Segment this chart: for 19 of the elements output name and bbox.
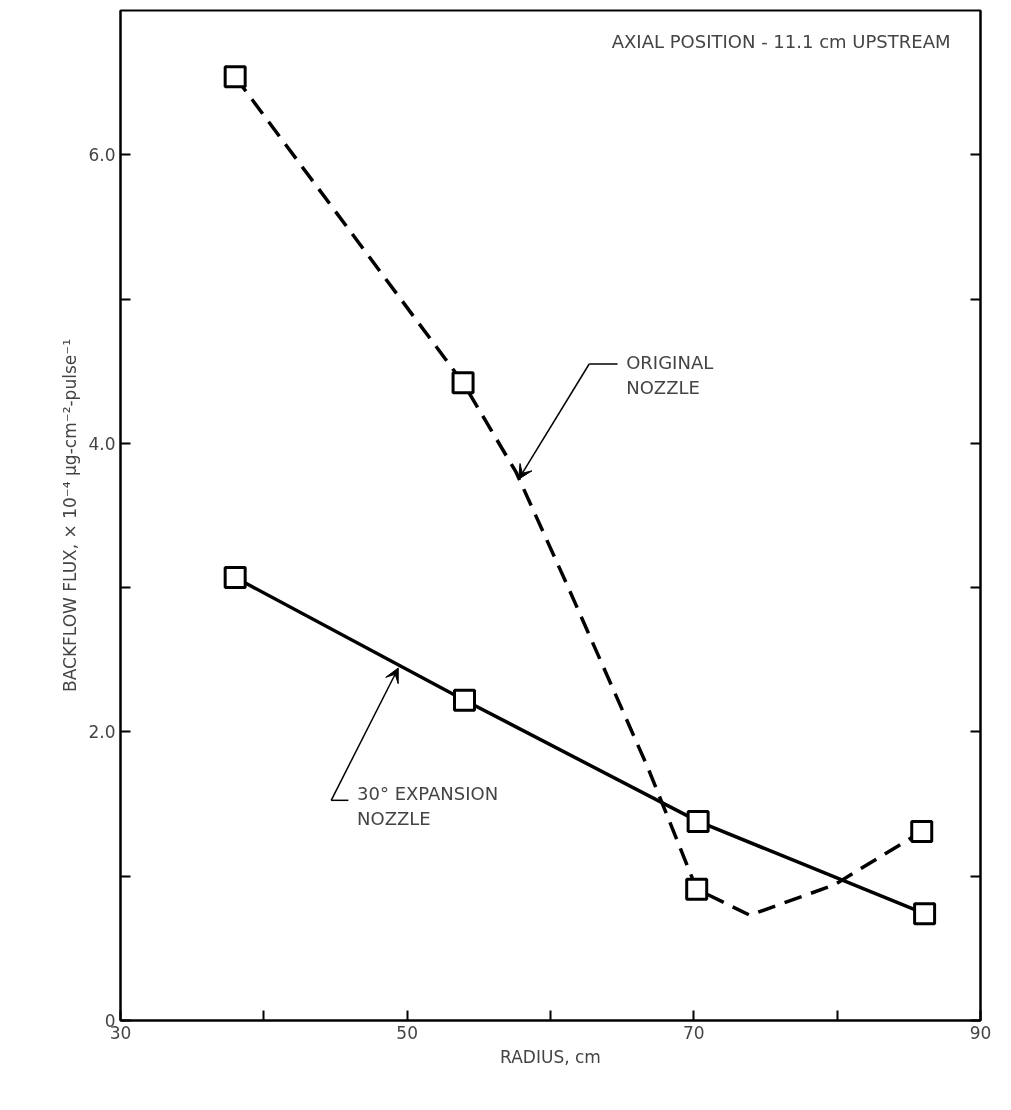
point [223, 566, 247, 590]
x-tick-label: 50 [396, 1022, 418, 1043]
x-axis-title: RADIUS, cm [500, 1046, 601, 1067]
text: AXIAL POSITION - 11.1 cm UPSTREAM [611, 30, 951, 52]
y-axis-title: BACKFLOW FLUX, × 10⁻⁴ μg-cm⁻²-pulse⁻¹ [60, 339, 81, 692]
point [223, 65, 247, 89]
x-tick-label: 70 [683, 1022, 705, 1043]
point [913, 902, 937, 926]
y-tick-label: 2.0 [88, 722, 116, 743]
point [685, 877, 709, 901]
annotation: 30° EXPANSION NOZZLE [357, 783, 499, 830]
y-tick-label: 4.0 [88, 433, 116, 454]
point [910, 819, 934, 843]
y-tick-label: 6.0 [88, 145, 116, 166]
annotation: ORIGINAL NOZZLE [626, 352, 714, 399]
x-tick-label: 90 [969, 1022, 992, 1043]
point [453, 688, 476, 712]
point [451, 371, 475, 395]
point [686, 809, 710, 833]
